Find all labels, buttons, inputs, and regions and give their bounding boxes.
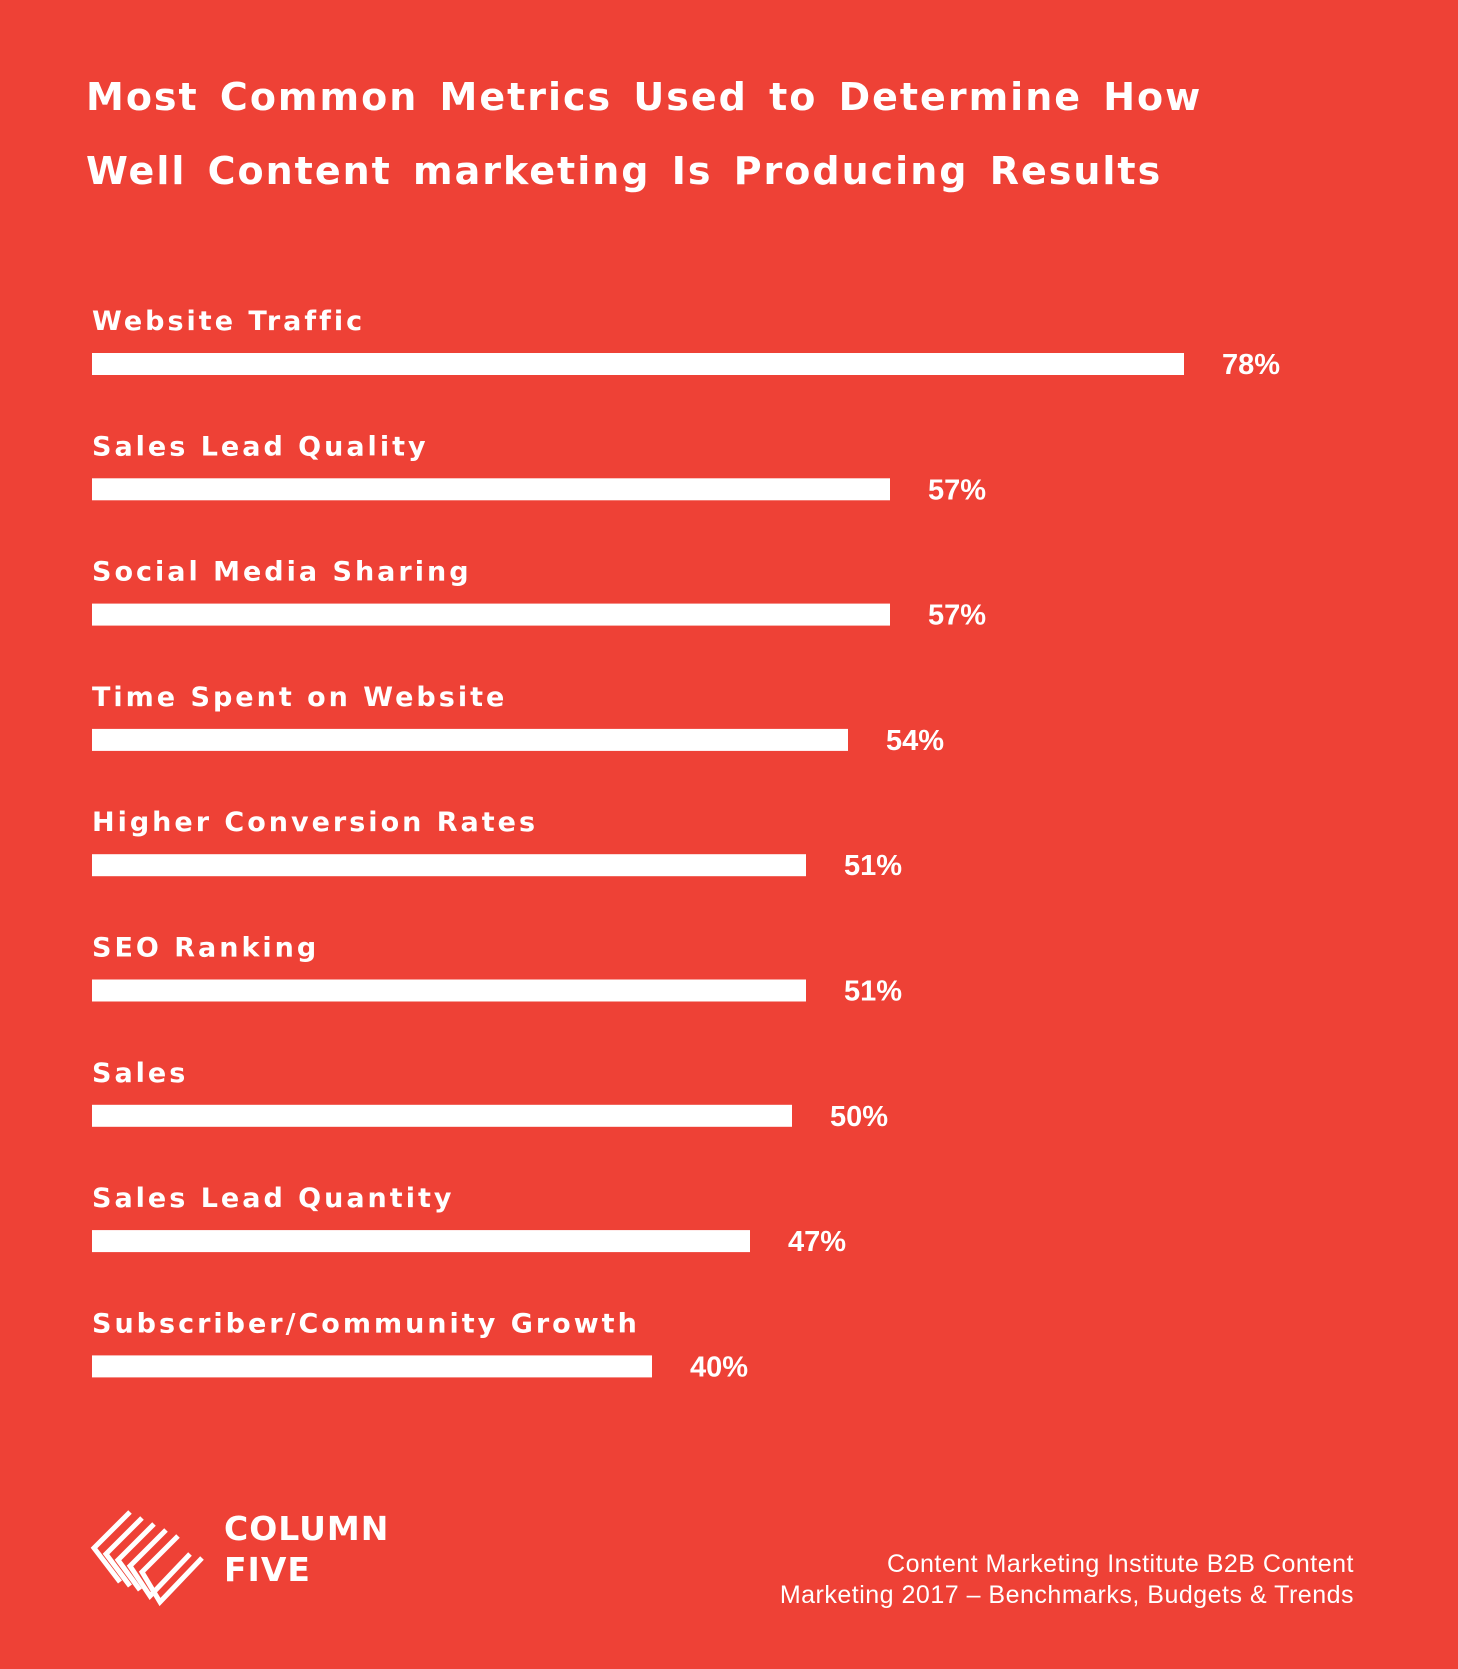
bar	[92, 854, 806, 877]
chart-title-line-2: Well Content marketing Is Producing Resu…	[86, 149, 1163, 193]
bar	[92, 603, 890, 626]
category-label: Social Media Sharing	[92, 557, 472, 588]
bar	[92, 478, 890, 501]
value-label: 51%	[844, 850, 902, 882]
value-label: 57%	[928, 600, 986, 632]
column-five-logo-icon	[90, 1510, 204, 1607]
value-label: 78%	[1222, 349, 1280, 381]
category-label: SEO Ranking	[92, 933, 319, 964]
brand: COLUMN FIVE	[90, 1508, 410, 1608]
category-label: Sales Lead Quality	[92, 431, 429, 462]
category-label: Higher Conversion Rates	[92, 807, 538, 838]
bar	[92, 353, 1184, 375]
chart-title: Most Common Metrics Used to Determine Ho…	[86, 60, 1286, 208]
bar	[92, 1230, 750, 1253]
category-label: Subscriber/Community Growth	[92, 1308, 640, 1339]
bar	[92, 1355, 652, 1378]
category-label: Time Spent on Website	[92, 682, 507, 713]
chart-title-line-1: Most Common Metrics Used to Determine Ho…	[86, 75, 1203, 119]
brand-name-line-1: COLUMN	[224, 1509, 390, 1548]
value-label: 51%	[844, 976, 902, 1008]
value-label: 47%	[788, 1226, 846, 1258]
value-label: 57%	[928, 474, 986, 506]
value-label: 54%	[886, 725, 944, 757]
value-label: 50%	[830, 1101, 888, 1133]
source-note-line-1: Content Marketing Institute B2B Content	[887, 1550, 1354, 1578]
category-label: Sales Lead Quantity	[92, 1183, 454, 1214]
bar	[92, 728, 848, 751]
brand-name: COLUMN FIVE	[224, 1508, 389, 1590]
category-label: Sales	[92, 1058, 188, 1089]
bar	[92, 1104, 792, 1127]
category-label: Website Traffic	[92, 306, 365, 337]
source-note: Content Marketing Institute B2B Content …	[780, 1549, 1354, 1611]
brand-name-line-2: FIVE	[224, 1550, 311, 1589]
bar	[92, 979, 806, 1002]
value-label: 40%	[690, 1351, 748, 1383]
source-note-line-2: Marketing 2017 – Benchmarks, Budgets & T…	[779, 1581, 1354, 1609]
